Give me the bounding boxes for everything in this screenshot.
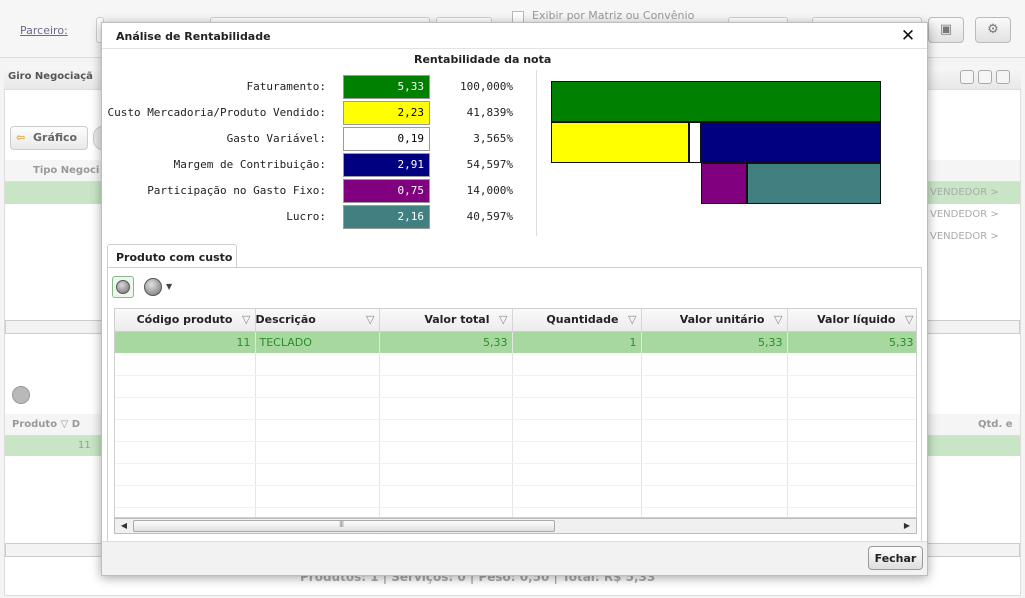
cell-unit-value[interactable]: 5,33 [641,331,788,353]
metric-percent: 3,565% [473,132,513,145]
metric-percent: 41,839% [466,106,513,119]
metric-value: 2,91 [343,153,430,177]
profitability-chart [551,81,883,207]
metric-percent: 100,000% [460,80,513,93]
metric-percent: 40,597% [466,210,513,223]
metric-label: Lucro: [286,210,326,223]
column-header-quantity[interactable]: Quantidade ▽ [512,309,642,332]
background-panel-title: Giro Negociaçã [8,71,93,82]
bar-margem-contribuicao [701,122,881,163]
show-matrix-label: Exibir por Matriz ou Convênio [532,9,695,22]
partner-link[interactable]: Parceiro: [20,24,68,37]
metric-row: Gasto Variável: 0,19 3,565% [102,127,532,153]
product-cost-grid: Código produto ▽ Descrição ▽ Valor total ▽ … [114,308,917,518]
metric-row: Participação no Gasto Fixo: 0,75 14,000% [102,179,532,205]
metric-label: Participação no Gasto Fixo: [147,184,326,197]
close-button[interactable]: Fechar [868,546,923,570]
metric-value: 0,75 [343,179,430,203]
filter-icon[interactable]: ▽ [499,313,508,326]
cell-description[interactable]: TECLADO [255,331,380,353]
qty-header: Qtd. e [978,419,1013,430]
save-icon[interactable]: ▣ [928,17,964,43]
seller-tag: VENDEDOR > [930,231,999,242]
metric-row: Custo Mercadoria/Produto Vendido: 2,23 41,… [102,101,532,127]
column-header-description[interactable]: Descrição ▽ [255,309,380,332]
gear-icon[interactable]: ⚙ [975,17,1011,43]
metric-row: Margem de Contribuição: 2,91 54,597% [102,153,532,179]
profitability-dialog: Análise de Rentabilidade ✕ Rentabilidade… [101,22,928,576]
cell-product-code[interactable]: 11 [115,331,256,353]
metric-row: Lucro: 2,16 40,597% [102,205,532,231]
dialog-titlebar: Análise de Rentabilidade ✕ [102,23,927,49]
grid-config-icon[interactable] [112,276,134,298]
metric-row: Faturamento: 5,33 100,000% [102,75,532,101]
cell-total-value[interactable]: 5,33 [379,331,513,353]
metric-percent: 54,597% [466,158,513,171]
cell-quantity[interactable]: 1 [512,331,642,353]
scroll-thumb[interactable]: III [133,520,555,532]
product-header: Produto ▽ D [12,419,81,430]
chart-button[interactable]: ⇦ Gráfico [10,126,88,150]
filter-icon[interactable]: ▽ [366,313,375,326]
metric-value: 2,16 [343,205,430,229]
cell-net-value[interactable]: 5,33 [787,331,916,353]
scroll-left-icon[interactable]: ◀ [120,521,128,530]
empty-row [115,353,916,376]
grid-hscrollbar[interactable]: ◀ III ▶ [114,518,917,534]
scroll-right-icon[interactable]: ▶ [903,521,911,530]
empty-row [115,463,916,486]
filter-icon[interactable]: ▽ [242,313,251,326]
empty-row [115,441,916,464]
metric-label: Margem de Contribuição: [173,158,326,171]
background-options-icon[interactable] [12,386,30,404]
filter-icon[interactable]: ▽ [628,313,637,326]
tab-product-cost[interactable]: Produto com custo [107,244,237,268]
panel-layout-icon[interactable] [996,70,1010,84]
column-header-unit-value[interactable]: Valor unitário ▽ [641,309,788,332]
metric-value: 5,33 [343,75,430,99]
panel-help-icon[interactable] [978,70,992,84]
panel-gear-icon[interactable] [960,70,974,84]
empty-row [115,485,916,508]
column-header-total-value[interactable]: Valor total ▽ [379,309,513,332]
seller-tag: VENDEDOR > [930,187,999,198]
bar-gasto-fixo [701,163,747,204]
export-menu-icon[interactable]: ▼ [144,278,176,298]
metric-value: 2,23 [343,101,430,125]
empty-row [115,375,916,398]
metric-label: Faturamento: [246,80,326,93]
column-header-product-code[interactable]: Código produto ▽ [115,309,256,332]
bar-lucro [747,163,881,204]
metric-label: Custo Mercadoria/Produto Vendido: [107,106,326,119]
arrow-icon: ⇦ [16,131,26,144]
bar-gasto-variavel [689,122,701,163]
seller-tag: VENDEDOR > [930,209,999,220]
bar-faturamento [551,81,881,122]
dialog-title: Análise de Rentabilidade [116,30,271,43]
bar-custo-mercadoria [551,122,689,163]
empty-row [115,507,916,517]
metric-value: 0,19 [343,127,430,151]
dialog-footer [102,541,927,575]
metric-percent: 14,000% [466,184,513,197]
negotiation-type-header: Tipo Negoci [33,165,100,176]
column-header-net-value[interactable]: Valor líquido ▽ [787,309,916,332]
divider [536,70,537,236]
metric-label: Gasto Variável: [226,132,326,145]
filter-icon[interactable]: ▽ [905,313,914,326]
table-row[interactable]: 11 TECLADO 5,33 1 5,33 5,33 [115,331,916,353]
filter-icon[interactable]: ▽ [774,313,783,326]
summary-title: Rentabilidade da nota [414,53,552,66]
product-row-code: 11 [78,440,91,451]
empty-row [115,397,916,420]
close-icon[interactable]: ✕ [900,26,916,46]
empty-row [115,419,916,442]
